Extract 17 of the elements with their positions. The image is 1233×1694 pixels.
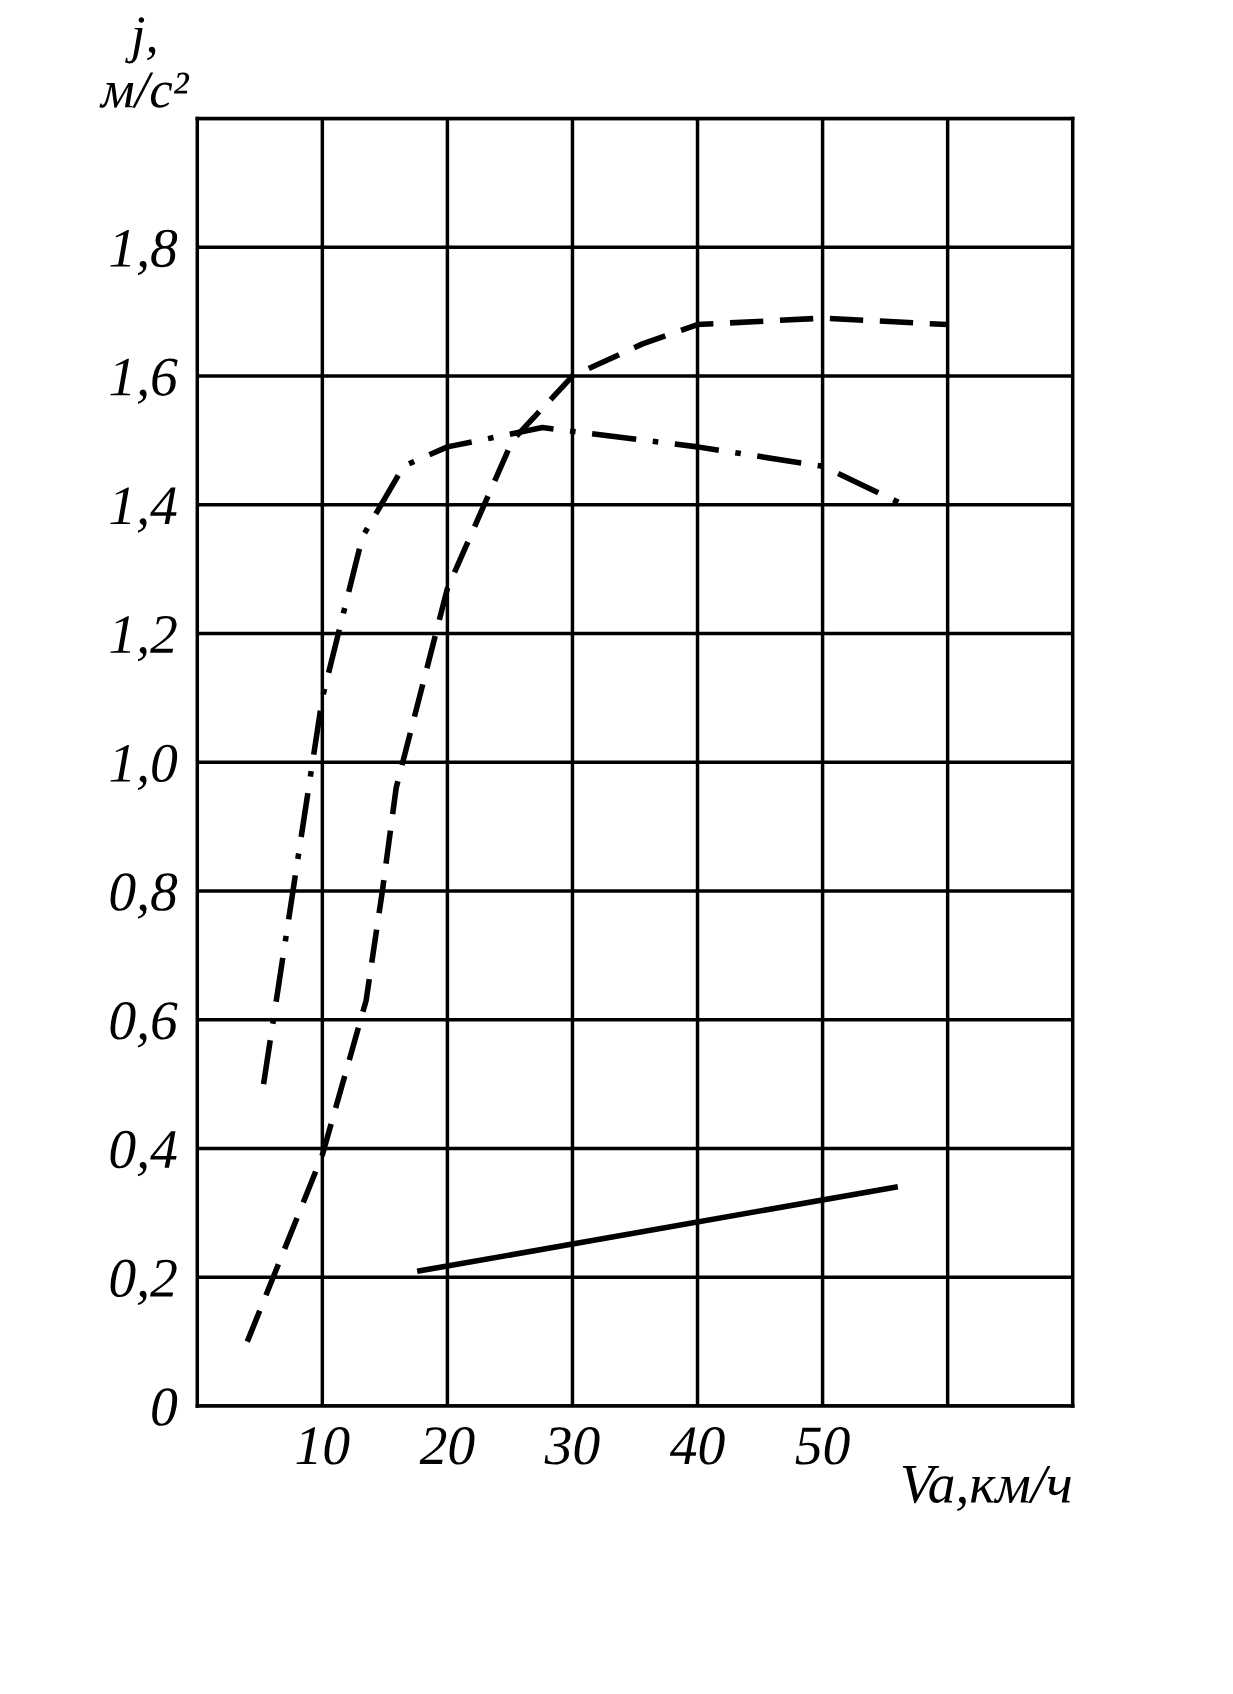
y-tick-label: 1,2 (110, 616, 177, 662)
y-tick-label: 1,0 (110, 744, 178, 791)
x-tick-label: 30 (544, 1427, 600, 1465)
y-tick-label: 0,6 (110, 1002, 178, 1048)
x-tick-label: 40 (669, 1427, 725, 1465)
y-tick-label: 1,6 (110, 358, 178, 404)
y-tick-label: 1,8 (110, 229, 178, 276)
x-tick-label: 10 (296, 1427, 350, 1465)
y-tick-label: 0 (152, 1388, 178, 1426)
x-tick-label: 20 (419, 1427, 475, 1465)
y-tick-label: 1,4 (110, 487, 177, 533)
x-axis-title: Va,км/ч (902, 1465, 1071, 1512)
y-axis-title: j, м/с² (99, 17, 190, 108)
y-tick-label: 0,8 (110, 873, 178, 919)
y-tick-label: 0,2 (110, 1259, 177, 1306)
y-tick-label: 0,4 (110, 1130, 177, 1177)
x-tick-label: 50 (795, 1427, 850, 1465)
